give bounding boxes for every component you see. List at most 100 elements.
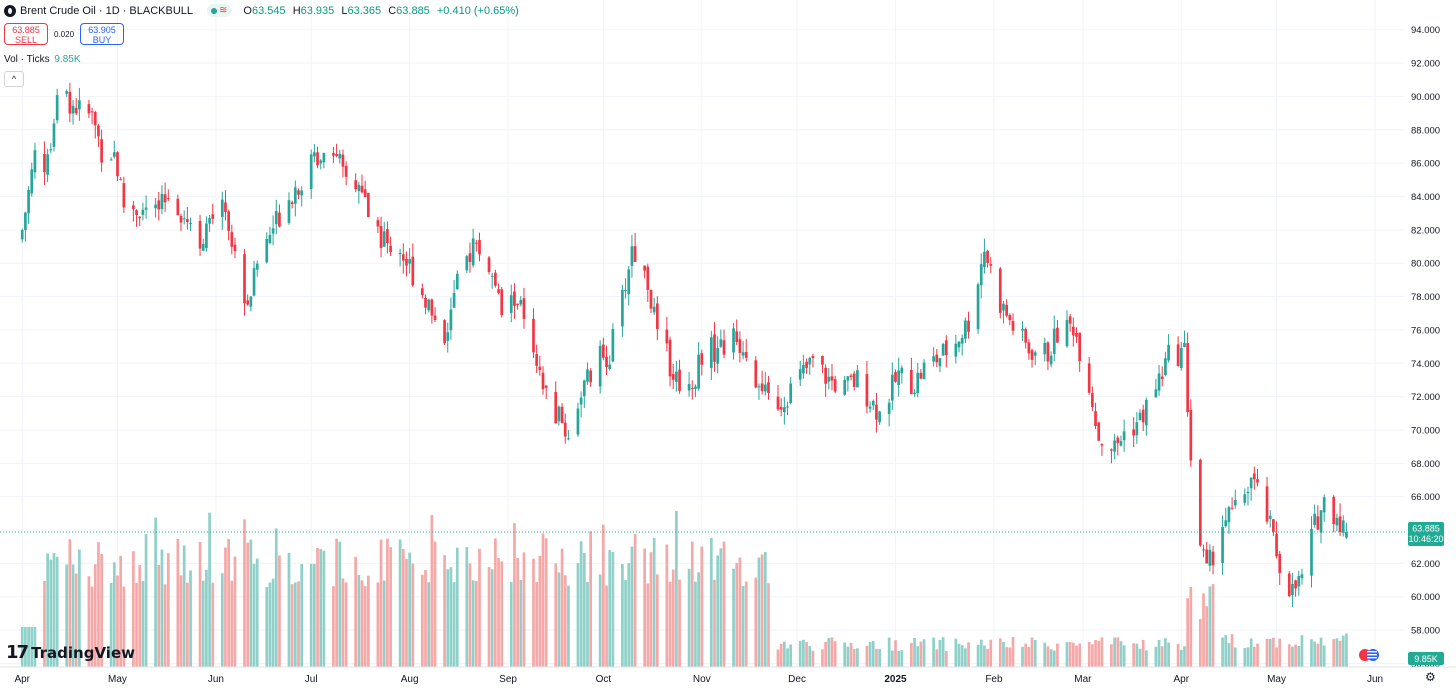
candle-body	[1141, 409, 1145, 423]
candle-body	[760, 383, 764, 392]
candle-body	[1294, 580, 1297, 589]
candle-body	[944, 340, 948, 356]
candle-body	[932, 356, 935, 362]
y-tick-label: 66.000	[1411, 492, 1440, 503]
candle-body	[560, 406, 564, 423]
volume-bar	[1319, 637, 1323, 667]
volume-bar	[1138, 648, 1142, 667]
candle-body	[1164, 358, 1167, 376]
candle-body	[1300, 574, 1304, 579]
y-tick-label: 90.000	[1411, 92, 1440, 103]
volume-bar	[1297, 646, 1301, 667]
candle-body	[297, 190, 300, 195]
volume-bar	[224, 547, 227, 667]
volume-bar	[941, 637, 945, 667]
x-tick-label: Dec	[788, 674, 806, 685]
candle-body	[1176, 344, 1180, 367]
candle-body	[252, 268, 256, 296]
volume-bar	[205, 569, 208, 667]
candle-body	[741, 352, 745, 356]
candle-body	[735, 331, 739, 342]
candle-body	[186, 219, 189, 223]
volume-bar	[386, 538, 389, 667]
volume-bar	[589, 531, 592, 667]
volume-bar	[865, 645, 869, 667]
x-tick-label: 2025	[884, 674, 907, 685]
candle-body	[363, 189, 367, 198]
candle-body	[109, 159, 113, 161]
collapse-legend-button[interactable]: ^	[4, 71, 24, 87]
volume-legend-label[interactable]: Vol · Ticks	[4, 54, 50, 65]
volume-bar	[544, 538, 548, 667]
volume-bar	[1345, 633, 1348, 667]
candle-body	[763, 384, 767, 392]
trade-panel: 63.885 SELL 0.020 63.905 BUY	[4, 23, 125, 45]
volume-bar	[878, 648, 881, 667]
candle-body	[144, 207, 148, 210]
volume-bar	[389, 547, 392, 667]
settings-gear-icon[interactable]: ⚙	[1425, 670, 1436, 684]
volume-bar	[367, 575, 370, 667]
us-flag-icon[interactable]	[1358, 648, 1380, 662]
candle-body	[116, 152, 119, 177]
volume-bar	[408, 552, 411, 667]
candle-body	[1310, 528, 1313, 576]
candle-body	[1211, 551, 1215, 566]
candle-body	[20, 230, 24, 240]
volume-bar	[843, 642, 847, 667]
volume-bar	[274, 528, 278, 667]
buy-button[interactable]: 63.905 BUY	[80, 23, 125, 45]
candle-body	[433, 315, 437, 320]
candle-body	[24, 212, 27, 231]
candle-body	[49, 149, 53, 151]
volume-bar	[1252, 646, 1256, 667]
candle-body	[354, 180, 358, 190]
candle-body	[1167, 344, 1170, 361]
candle-body	[694, 386, 697, 390]
candle-body	[382, 231, 386, 247]
candle-body	[1075, 332, 1078, 337]
candle-body	[697, 354, 700, 389]
volume-bar	[1033, 640, 1037, 667]
volume-bar	[1100, 637, 1104, 667]
market-status-badge[interactable]: ≋	[207, 4, 232, 17]
volume-bar	[278, 555, 281, 667]
volume-bar	[1154, 646, 1158, 667]
candle-body	[1198, 459, 1202, 546]
volume-bar	[157, 564, 161, 667]
volume-bar	[424, 570, 427, 667]
y-tick-label: 88.000	[1411, 125, 1440, 136]
volume-bar	[1272, 637, 1275, 667]
candle-body	[119, 179, 123, 181]
volume-bar	[494, 538, 497, 667]
y-tick-label: 60.000	[1411, 592, 1440, 603]
volume-bar	[208, 512, 211, 667]
volume-bar	[833, 641, 837, 667]
volume-bar	[646, 583, 650, 667]
candle-body	[687, 383, 691, 391]
candle-body	[1021, 328, 1024, 331]
volume-bar	[198, 541, 202, 667]
volume-bar	[1049, 649, 1053, 667]
candle-body	[646, 266, 650, 290]
y-tick-label: 72.000	[1411, 392, 1440, 403]
volume-bar	[1097, 640, 1101, 667]
volume-bar	[643, 548, 646, 667]
price-axis[interactable]: 94.000 92.000 90.000 88.000 86.000 84.000 82.0…	[1405, 0, 1456, 691]
volume-bar	[160, 549, 164, 667]
candle-body	[490, 275, 494, 277]
sell-button[interactable]: 63.885 SELL	[4, 23, 48, 45]
symbol-title[interactable]: Brent Crude Oil · 1D · BLACKBULL	[20, 4, 194, 17]
volume-bar	[900, 650, 904, 667]
candle-body	[1332, 496, 1336, 525]
time-axis[interactable]: Apr May Jun Jul Aug Sep Oct Nov Dec 2025 Feb Mar Apr…	[0, 666, 1456, 685]
volume-bar	[541, 533, 545, 667]
candle-body	[1071, 326, 1075, 336]
candle-body	[446, 332, 450, 341]
candle-body	[1068, 316, 1072, 324]
volume-bar	[65, 564, 69, 667]
candle-body	[678, 369, 681, 391]
candle-body	[452, 293, 456, 308]
tradingview-watermark[interactable]: 17 TradingView	[6, 642, 135, 663]
